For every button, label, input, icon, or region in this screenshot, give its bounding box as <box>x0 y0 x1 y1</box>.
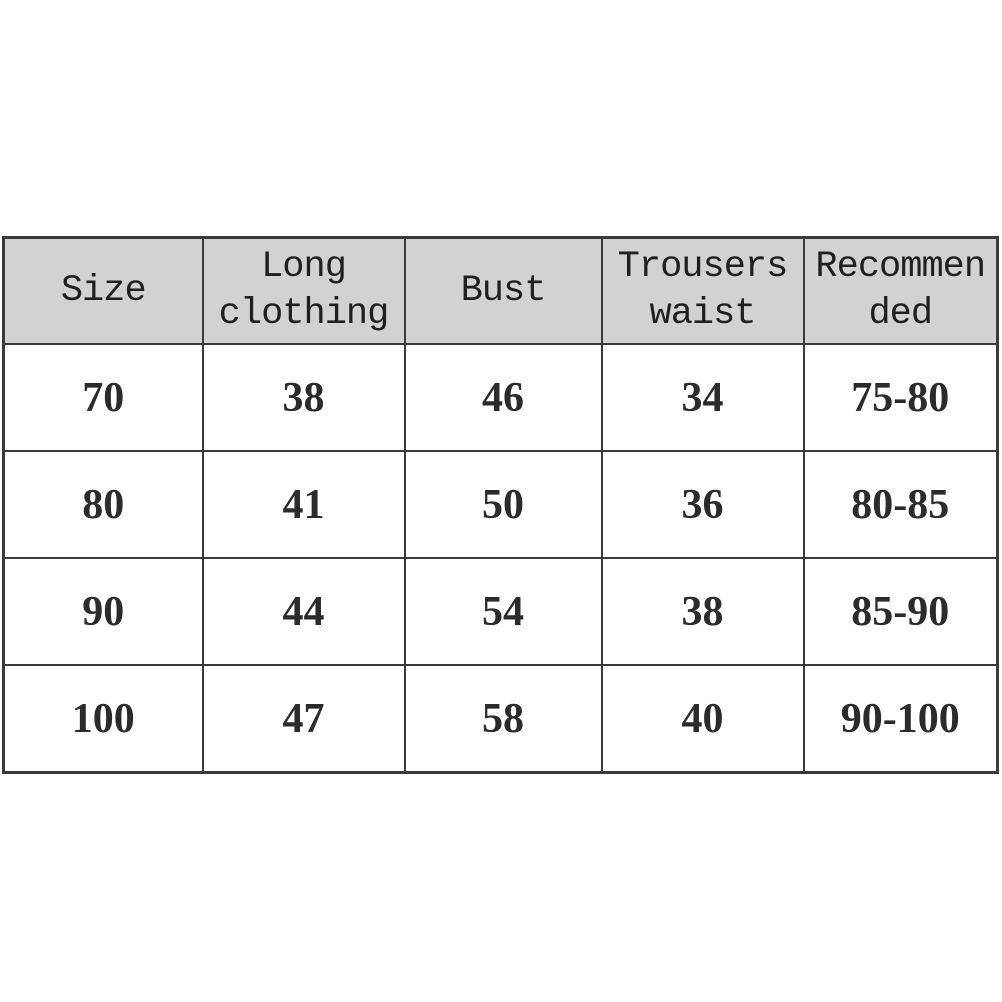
header-row: Size Long clothing Bust Trousers waist R… <box>2 236 999 345</box>
table-row: 90 44 54 38 85-90 <box>2 557 999 666</box>
cell-long-clothing: 47 <box>201 664 406 774</box>
table-header: Size Long clothing Bust Trousers waist R… <box>2 236 999 345</box>
cell-bust: 46 <box>403 343 603 452</box>
cell-trousers-waist: 38 <box>600 557 805 666</box>
cell-size: 100 <box>2 664 204 774</box>
cell-long-clothing: 41 <box>201 450 406 559</box>
cell-bust: 54 <box>403 557 603 666</box>
cell-long-clothing: 38 <box>201 343 406 452</box>
column-header-trousers-waist: Trousers waist <box>600 236 805 345</box>
cell-recommended: 85-90 <box>802 557 999 666</box>
cell-long-clothing: 44 <box>201 557 406 666</box>
cell-size: 90 <box>2 557 204 666</box>
cell-bust: 50 <box>403 450 603 559</box>
cell-recommended: 80-85 <box>802 450 999 559</box>
table-body: 70 38 46 34 75-80 80 41 50 36 80-85 90 4… <box>2 343 999 774</box>
cell-size: 70 <box>2 343 204 452</box>
column-header-bust: Bust <box>403 236 603 345</box>
cell-trousers-waist: 40 <box>600 664 805 774</box>
column-header-recommended: Recommen ded <box>802 236 999 345</box>
column-header-size: Size <box>2 236 204 345</box>
size-chart-table: Size Long clothing Bust Trousers waist R… <box>2 236 999 774</box>
cell-size: 80 <box>2 450 204 559</box>
column-header-long-clothing: Long clothing <box>201 236 406 345</box>
cell-trousers-waist: 36 <box>600 450 805 559</box>
table-row: 100 47 58 40 90-100 <box>2 664 999 774</box>
cell-trousers-waist: 34 <box>600 343 805 452</box>
cell-recommended: 75-80 <box>802 343 999 452</box>
table-row: 80 41 50 36 80-85 <box>2 450 999 559</box>
cell-bust: 58 <box>403 664 603 774</box>
table-row: 70 38 46 34 75-80 <box>2 343 999 452</box>
cell-recommended: 90-100 <box>802 664 999 774</box>
